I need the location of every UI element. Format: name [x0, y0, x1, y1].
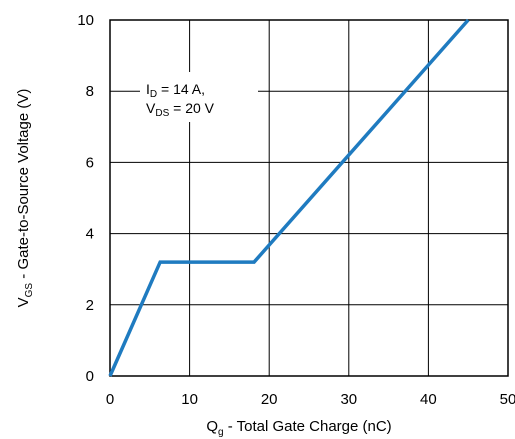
y-tick-label: 2	[86, 297, 94, 314]
x-tick-label: 30	[340, 391, 357, 408]
y-tick-label: 8	[86, 83, 94, 100]
y-axis-title: VGS - Gate-to-Source Voltage (V)	[15, 89, 35, 308]
y-tick-label: 4	[86, 226, 94, 243]
annotation-background	[140, 72, 258, 122]
series-line-vgs	[108, 18, 470, 377]
annotation-line-1: ID = 14 A,	[146, 81, 205, 100]
grid	[110, 20, 508, 376]
y-tick-label: 0	[86, 368, 94, 385]
x-axis-title: Qg - Total Gate Charge (nC)	[206, 418, 391, 438]
y-tick-label: 10	[77, 12, 94, 29]
plot-frame	[109, 19, 509, 377]
x-tick-label: 20	[261, 391, 278, 408]
y-tick-labels: 0 2 4 6 8 10	[77, 12, 94, 385]
x-tick-label: 50	[500, 391, 515, 408]
annotation-line-2: VDS = 20 V	[146, 100, 215, 119]
x-tick-label: 10	[181, 391, 198, 408]
x-tick-label: 0	[106, 391, 114, 408]
x-tick-label: 40	[420, 391, 437, 408]
y-tick-label: 6	[86, 154, 94, 171]
x-tick-labels: 0 10 20 30 40 50	[106, 391, 515, 408]
